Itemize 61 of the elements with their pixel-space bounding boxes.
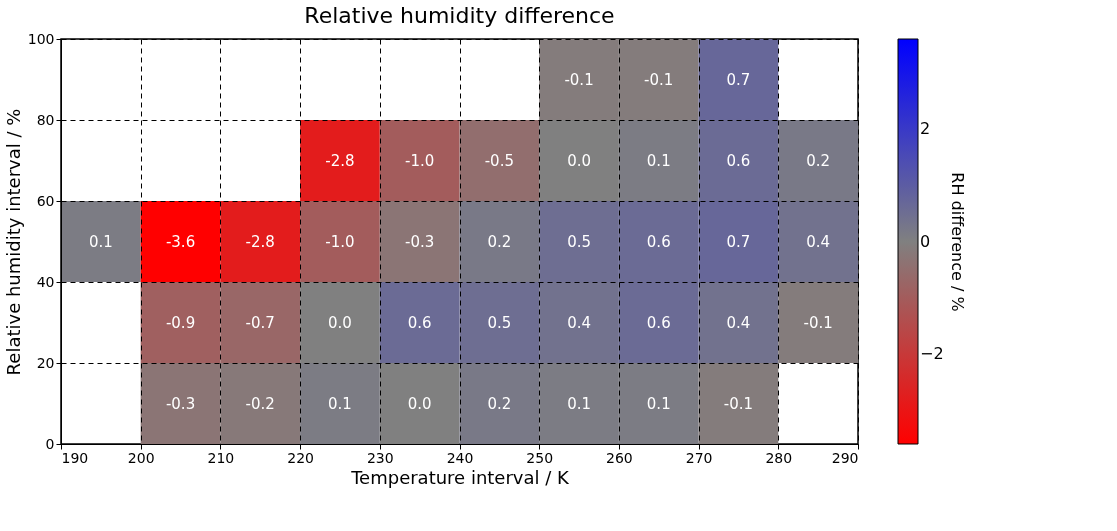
y-tick-label: 60 [36, 192, 55, 209]
data-label: 0.4 [726, 313, 751, 332]
y-axis-title: Relative humidity interval / % [2, 108, 24, 376]
data-label: -0.1 [564, 70, 594, 89]
data-label: 0.2 [806, 151, 831, 170]
data-label: -2.8 [325, 151, 355, 170]
x-tick-label: 240 [446, 449, 474, 466]
data-label: -0.1 [803, 313, 833, 332]
data-label: 0.1 [88, 232, 113, 251]
data-label: -2.8 [245, 232, 275, 251]
x-tick-label: 270 [685, 449, 713, 466]
data-label: 0.5 [487, 313, 512, 332]
data-label: 0.1 [328, 394, 352, 413]
data-label: 0.1 [646, 394, 671, 413]
color-bar-label: −2 [920, 344, 944, 363]
data-label: -0.9 [165, 313, 196, 332]
data-label: 0.6 [407, 313, 432, 332]
data-label: 0.6 [646, 232, 671, 251]
x-tick-label: 260 [606, 449, 633, 466]
data-label: 0.4 [806, 232, 831, 251]
color-bar-label: 0 [920, 231, 931, 251]
data-label: 0.6 [646, 313, 671, 332]
color-bar-title: RH difference / % [948, 172, 967, 312]
x-tick-label: 250 [526, 449, 554, 466]
data-label: -0.3 [165, 394, 196, 413]
data-label: 0.4 [567, 313, 591, 332]
data-label: -0.5 [484, 151, 514, 170]
y-tick-label: 0 [45, 435, 55, 452]
data-label: 0.1 [646, 151, 671, 170]
x-tick-label: 230 [366, 449, 394, 466]
data-label: 0.0 [567, 151, 591, 170]
x-tick-label: 290 [831, 449, 859, 466]
data-label: 0.1 [567, 394, 591, 413]
data-label: -0.2 [245, 394, 275, 413]
x-tick-label: 190 [61, 449, 89, 466]
data-label: -0.7 [245, 313, 275, 332]
data-label: 0.0 [407, 394, 432, 413]
data-label: 0.6 [726, 151, 751, 170]
x-tick-label: 280 [765, 449, 793, 466]
x-axis-title: Temperature interval / K [350, 466, 571, 488]
x-tick-label: 210 [207, 449, 235, 466]
data-label: -0.3 [405, 232, 435, 251]
data-label: -1.0 [405, 151, 435, 170]
x-tick-label: 220 [287, 449, 314, 466]
y-tick-label: 80 [36, 111, 55, 128]
data-label: -0.1 [644, 70, 674, 89]
data-label: -1.0 [325, 232, 355, 251]
y-tick-label: 100 [27, 30, 55, 47]
y-tick-label: 20 [36, 354, 55, 371]
data-label: 0.0 [328, 313, 352, 332]
color-bar-label: 2 [920, 119, 931, 138]
data-label: 0.7 [726, 70, 751, 89]
data-label: 0.2 [487, 232, 512, 251]
data-label: 0.2 [487, 394, 512, 413]
x-tick-label: 200 [127, 449, 155, 466]
chart-title: Relative humidity difference [304, 3, 615, 28]
data-label: -3.6 [165, 232, 196, 251]
data-label: 0.5 [567, 232, 591, 251]
y-tick-label: 40 [36, 273, 55, 290]
data-label: 0.7 [726, 232, 751, 251]
data-label: -0.1 [723, 394, 754, 413]
